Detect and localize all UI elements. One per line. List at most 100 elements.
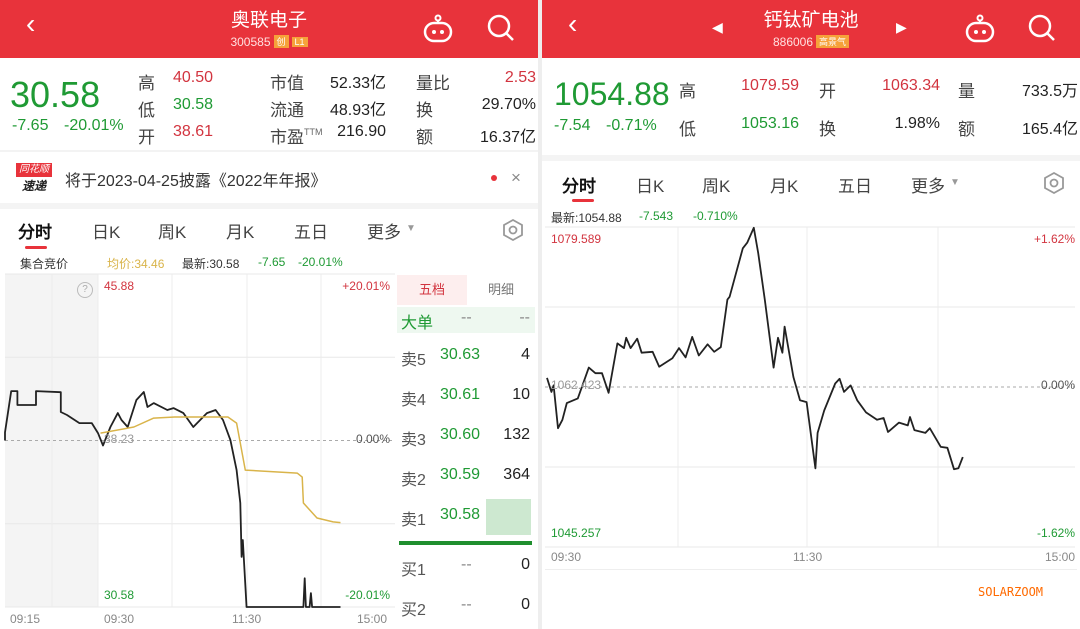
bid-volume: 0 (521, 596, 530, 613)
stat-value: 1.98% (894, 115, 940, 132)
ask-price: 30.60 (440, 426, 481, 443)
x-tick: 11:30 (793, 550, 823, 564)
solarzoom-watermark: SOLARZOOM (978, 585, 1044, 599)
stat-label: 换 (416, 101, 433, 120)
auction-label: 集合竞价 (20, 257, 69, 271)
tab-five-levels[interactable]: 五档 (397, 275, 467, 305)
price-change-pct: -20.01% (64, 117, 124, 134)
pct-bottom-label: -20.01% (345, 588, 390, 602)
intraday-chart-right[interactable] (542, 0, 1080, 629)
stat-label: 高 (138, 74, 155, 93)
price-line (4, 390, 341, 608)
x-tick: 11:30 (232, 612, 262, 626)
y-top-label: 45.88 (104, 279, 135, 293)
close-notice-button[interactable]: × (511, 168, 521, 187)
stat-value: 1053.16 (741, 115, 799, 132)
tab-0[interactable]: 分时 (562, 177, 596, 196)
pct-mid-label: 0.00% (1040, 378, 1075, 392)
dropdown-caret-icon[interactable]: ▼ (950, 177, 960, 188)
x-tick: 09:30 (104, 612, 135, 626)
ths-express-logo: 同花顺 速递 (16, 163, 52, 197)
tab-5[interactable]: 更多 (367, 223, 401, 242)
ask-volume: 364 (503, 466, 530, 483)
tab-3[interactable]: 月K (770, 177, 799, 196)
stat-label: 开 (138, 128, 155, 147)
robot-assistant-icon[interactable] (964, 14, 996, 44)
tab-4[interactable]: 五日 (294, 223, 328, 242)
stat-label: 低 (679, 120, 696, 139)
stat-value: 52.33亿 (329, 75, 386, 92)
x-tick: 15:00 (357, 612, 388, 626)
ask-volume: 132 (503, 426, 530, 443)
y-bottom-label: 1045.257 (551, 526, 602, 540)
tab-5[interactable]: 更多 (911, 177, 945, 196)
tab-2[interactable]: 周K (158, 223, 187, 242)
stat-label: 开 (819, 82, 836, 101)
tab-1[interactable]: 日K (92, 223, 121, 242)
stat-value: 216.90 (337, 123, 386, 140)
tab-4[interactable]: 五日 (838, 177, 872, 196)
x-tick: 15:00 (1044, 550, 1075, 564)
unread-dot (491, 175, 497, 181)
notice-text[interactable]: 将于2023-04-25披露《2022年年报》 (65, 173, 327, 190)
bid-label: 买1 (401, 562, 426, 579)
left-stock-panel: ‹ 奥联电子 300585 创 L1 30.58 -7.65 -20.01% 高 40… (0, 0, 538, 629)
stat-label: 量 (958, 82, 975, 101)
bid-price: -- (461, 556, 472, 573)
stat-value: 38.61 (172, 123, 213, 140)
stat-label: 高 (679, 82, 696, 101)
latest-price: 最新:30.58 (182, 257, 240, 271)
price-change: -7.54 (554, 117, 591, 134)
stat-label: 流通 (270, 101, 304, 120)
tab-2[interactable]: 周K (702, 177, 731, 196)
stock-name: 奥联电子 (230, 10, 307, 31)
big-order-label: 大单 (401, 315, 434, 332)
tab-1[interactable]: 日K (636, 177, 665, 196)
bid-price: -- (461, 596, 472, 613)
stat-value: 30.58 (172, 96, 213, 113)
ask-price: 30.61 (440, 386, 481, 403)
bid-label: 买2 (401, 602, 426, 619)
dropdown-caret-icon[interactable]: ▼ (406, 223, 416, 234)
back-icon[interactable]: ‹ (568, 8, 578, 39)
stat-value: 1063.34 (882, 77, 940, 94)
stat-value: 2.53 (504, 69, 536, 86)
settings-hexagon-icon[interactable] (1042, 171, 1066, 195)
ask-price: 30.58 (440, 506, 481, 523)
stat-value: 29.70% (481, 96, 536, 113)
stat-value: 48.93亿 (329, 102, 386, 119)
help-icon[interactable]: ? (77, 282, 93, 298)
next-item-icon[interactable]: ▶ (896, 19, 907, 35)
ask-price: 30.59 (440, 466, 481, 483)
stat-label: 额 (958, 120, 975, 139)
search-icon[interactable] (486, 13, 516, 43)
stat-label: 市盈TTM (270, 127, 323, 147)
settings-hexagon-icon[interactable] (501, 218, 525, 242)
current-price: 1054.88 (554, 76, 670, 112)
y-top-label: 1079.589 (551, 232, 602, 246)
ask-volume: 10 (512, 386, 530, 403)
intraday-chart-left[interactable] (0, 0, 400, 629)
back-icon[interactable]: ‹ (26, 8, 36, 39)
latest-change: -7.543 (639, 209, 674, 223)
search-icon[interactable] (1027, 13, 1057, 43)
y-mid-label: 1062.423 (551, 378, 602, 392)
ask-volume: 4 (521, 346, 530, 363)
tab-0[interactable]: 分时 (18, 223, 52, 242)
y-mid-label: 38.23 (104, 432, 135, 446)
header-bar: ‹ 奥联电子 300585 创 L1 (0, 0, 538, 58)
robot-assistant-icon[interactable] (422, 14, 454, 44)
big-order-vol: -- (519, 309, 530, 326)
stock-code: 300585 (230, 35, 271, 49)
latest-pct: -0.710% (693, 209, 738, 223)
tab-details[interactable]: 明细 (487, 282, 514, 297)
price-line (546, 226, 964, 471)
latest-price: 最新:1054.88 (551, 211, 622, 225)
stat-label: 额 (416, 128, 433, 147)
average-price-line (100, 416, 341, 524)
ask-label: 卖4 (401, 392, 426, 409)
stat-value: 733.5万 (1021, 83, 1078, 100)
tab-3[interactable]: 月K (226, 223, 255, 242)
pct-bottom-label: -1.62% (1036, 526, 1075, 540)
prev-item-icon[interactable]: ◀ (712, 19, 723, 35)
